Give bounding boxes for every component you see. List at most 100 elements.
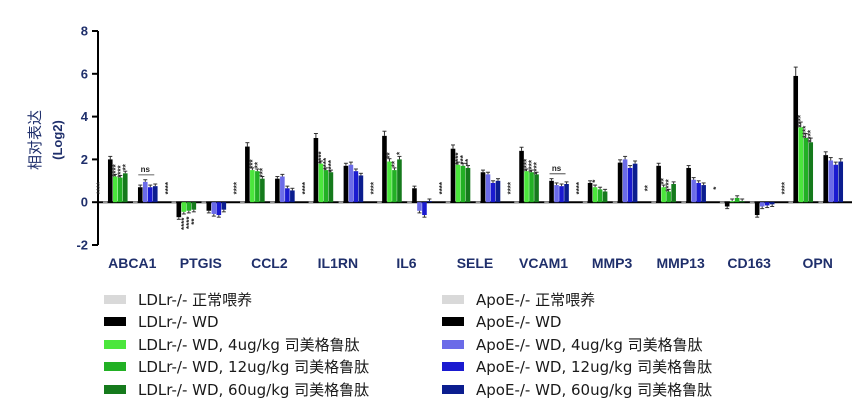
bar (142, 181, 148, 203)
bar (769, 202, 775, 205)
y-axis-subtitle: (Log2) (50, 120, 65, 160)
bar (656, 165, 661, 203)
significance-layer: ************** ns************************… (95, 114, 815, 230)
bar (696, 182, 701, 203)
legend-item: LDLr-/- WD, 12ug/kg 司美格鲁肽 (104, 356, 369, 379)
bar (818, 201, 824, 203)
y-tick-label: 8 (81, 24, 88, 39)
legend-swatch (442, 384, 464, 394)
bar (240, 201, 245, 203)
bar (206, 202, 212, 211)
bar (290, 190, 295, 203)
legend-swatch (104, 294, 126, 304)
bar (524, 171, 529, 203)
legend-item: ApoE-/- 正常喂养 (442, 288, 712, 311)
bar (788, 201, 794, 203)
bar (318, 163, 324, 203)
legend-label: LDLr-/- WD, 12ug/kg 司美格鲁肽 (138, 358, 370, 377)
bar (216, 202, 222, 216)
significance-label: ns (552, 164, 562, 173)
bar (191, 202, 197, 210)
significance-label: ** (660, 177, 669, 184)
bar (392, 170, 397, 203)
bar (313, 138, 319, 203)
significance-label: * (395, 151, 404, 155)
legend-swatch (442, 317, 464, 327)
legend-item: ApoE-/- WD, 4ug/kg 司美格鲁肽 (442, 333, 712, 356)
bar (612, 201, 618, 203)
significance-label: ** (390, 160, 399, 167)
bar (460, 165, 466, 203)
bar (833, 164, 839, 203)
significance-label: **** (523, 158, 532, 171)
category-label: ABCA1 (108, 255, 156, 271)
significance-label: ** (121, 163, 130, 170)
legend-label: LDLr-/- WD (138, 312, 219, 331)
y-axis-title: 相对表达 (26, 110, 44, 170)
significance-label: **** (327, 159, 336, 172)
bar (661, 187, 666, 203)
significance-label: **** (322, 157, 331, 170)
bar (285, 188, 290, 203)
bar (412, 188, 417, 203)
bar (519, 150, 524, 203)
significance-label: *** (258, 167, 267, 177)
bar (270, 201, 275, 203)
bar (534, 174, 539, 203)
bar (122, 173, 128, 203)
bar (651, 201, 656, 203)
bar (764, 202, 770, 206)
bar (666, 191, 671, 203)
bar (514, 201, 519, 203)
bar (132, 201, 138, 203)
bar (617, 162, 623, 203)
significance-label: **** (528, 159, 537, 172)
significance-label: ** (190, 218, 199, 225)
bar (417, 202, 422, 211)
legend-column-ldlr: LDLr-/- 正常喂养 LDLr-/- WD LDLr-/- WD, 4ug/kg… (104, 288, 369, 401)
category-label: IL1RN (318, 255, 358, 271)
bar (397, 159, 402, 203)
bar (582, 201, 588, 203)
legend-item: ApoE-/- WD, 60ug/kg 司美格鲁肽 (442, 378, 712, 401)
bar (422, 202, 427, 216)
category-label: MMP13 (657, 255, 705, 271)
significance-label: **** (317, 151, 326, 164)
bar (798, 127, 804, 203)
bar (445, 201, 451, 203)
legend-label: ApoE-/- 正常喂养 (476, 290, 596, 309)
legend-swatch (104, 339, 126, 349)
legend-swatch (442, 294, 464, 304)
bars-layer (102, 66, 844, 220)
bar (734, 197, 740, 203)
bar (450, 148, 456, 203)
bar (221, 202, 227, 210)
legend-item: ApoE-/- WD, 12ug/kg 司美格鲁肽 (442, 356, 712, 379)
legend-item: ApoE-/- WD (442, 311, 712, 334)
bar (823, 155, 829, 203)
significance-label: ** (644, 184, 653, 191)
category-label: CCL2 (251, 255, 288, 271)
significance-label: * (712, 186, 721, 190)
significance-label: **** (369, 181, 378, 194)
significance-label: **** (781, 181, 790, 194)
legend-swatch (104, 317, 126, 327)
legend-item: LDLr-/- 正常喂养 (104, 288, 369, 311)
bar (485, 174, 491, 203)
legend-label: ApoE-/- WD, 60ug/kg 司美格鲁肽 (476, 380, 713, 399)
bar (181, 202, 187, 212)
bar (686, 167, 691, 203)
bar (176, 202, 182, 218)
legend: LDLr-/- 正常喂养 LDLr-/- WD LDLr-/- WD, 4ug/kg… (104, 288, 804, 406)
significance-label: ** (385, 152, 394, 159)
bar (838, 161, 844, 203)
legend-label: ApoE-/- WD (476, 312, 562, 331)
bar (480, 172, 486, 203)
significance-label: **** (95, 181, 104, 194)
significance-label: **** (665, 178, 674, 191)
bar (671, 184, 676, 203)
significance-label: **** (802, 125, 811, 138)
significance-label: *** (459, 154, 468, 164)
bar (754, 202, 760, 216)
bar (323, 170, 329, 203)
